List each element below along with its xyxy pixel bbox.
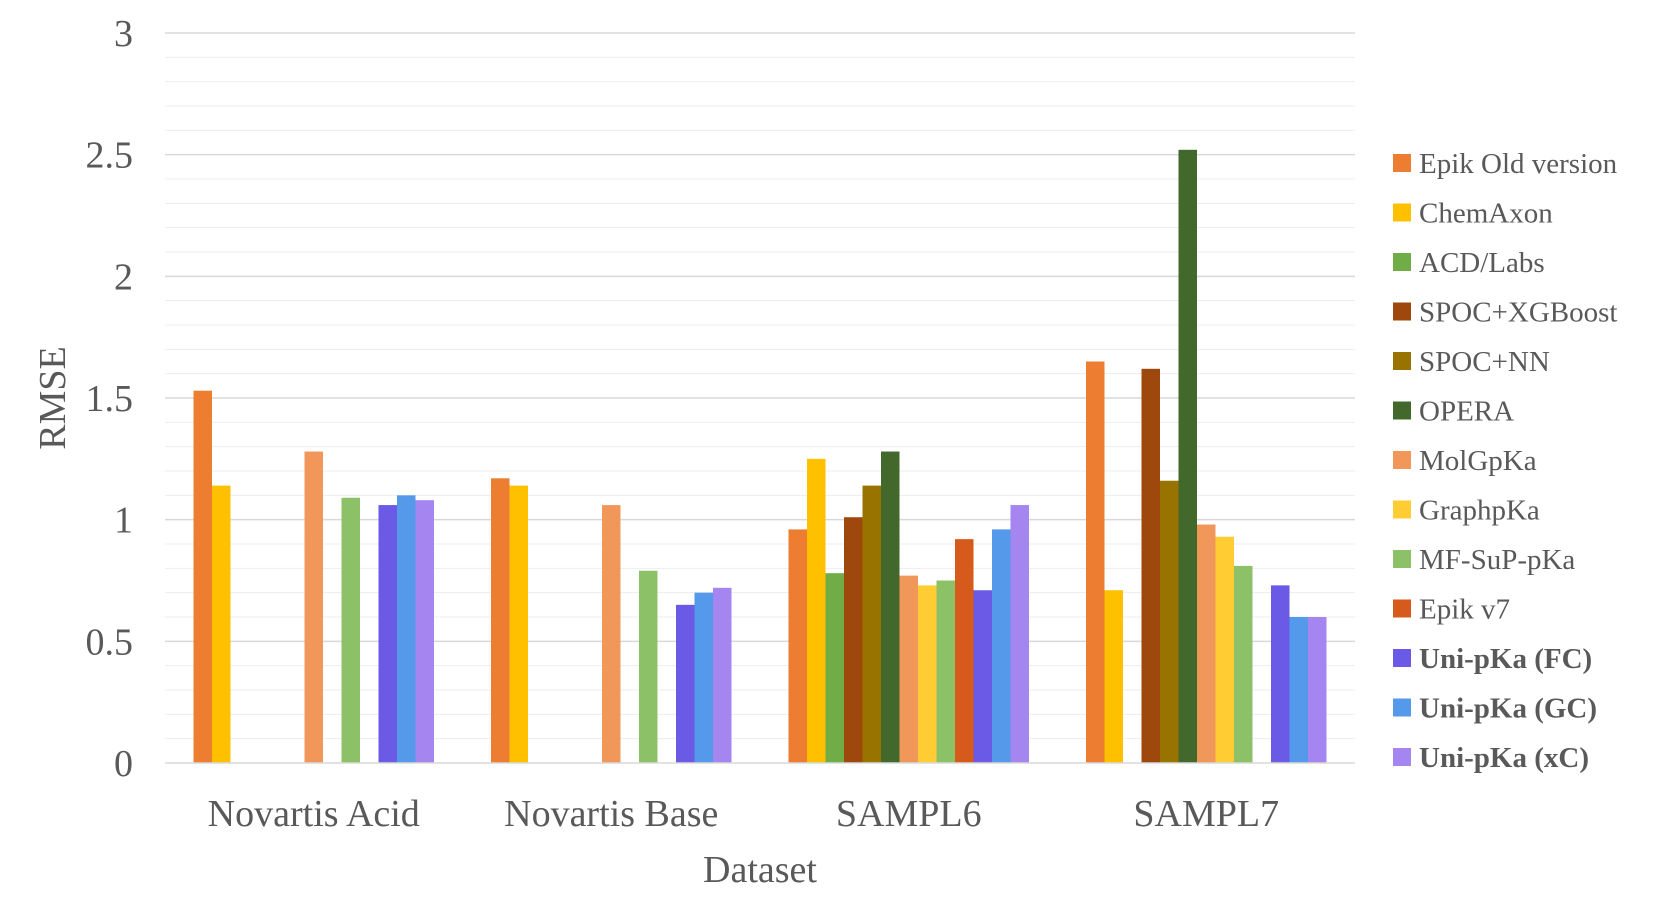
- legend-label: ACD/Labs: [1419, 247, 1545, 279]
- bar-chemaxon-0: [212, 485, 231, 763]
- bar-uni-pka-fc--0: [378, 505, 397, 763]
- legend-label: GraphpKa: [1419, 495, 1540, 527]
- x-category-label: SAMPL6: [836, 793, 982, 835]
- bar-uni-pka-gc--0: [397, 495, 416, 763]
- bar-epik-old-version-0: [193, 390, 212, 763]
- bar-mf-sup-pka-1: [639, 570, 658, 763]
- bar-epik-old-version-3: [1086, 361, 1105, 763]
- legend-swatch: [1393, 451, 1411, 469]
- legend-label: Uni-pKa (GC): [1419, 693, 1597, 725]
- legend: Epik Old version ChemAxon ACD/Labs SPOC+XGB…: [1393, 148, 1618, 774]
- legend-label: MolGpKa: [1419, 445, 1537, 477]
- y-axis-title: RMSE: [32, 346, 74, 449]
- bar-uni-pka-gc--2: [992, 529, 1011, 763]
- bar-graphpka-2: [918, 585, 937, 763]
- x-category-label: SAMPL7: [1133, 793, 1279, 835]
- bar-epik-old-version-1: [491, 478, 510, 763]
- bar-epik-old-version-2: [788, 529, 807, 763]
- x-axis-title: Dataset: [703, 849, 817, 891]
- bar-epik-v7-2: [955, 539, 974, 763]
- y-tick-label: 0.5: [86, 621, 134, 663]
- legend-swatch: [1393, 550, 1411, 568]
- legend-label: SPOC+XGBoost: [1419, 297, 1617, 329]
- y-tick-label: 1.5: [86, 378, 134, 420]
- bar-graphpka-3: [1215, 536, 1234, 763]
- y-tick-label: 1: [114, 500, 133, 542]
- legend-swatch: [1393, 698, 1411, 717]
- bar-opera-2: [881, 451, 900, 763]
- bar-uni-pka-xc--1: [713, 587, 732, 763]
- axes: 0 0.5 1 1.5 2 2.5 3 Novartis Acid Novartis Base S…: [86, 13, 1355, 835]
- bars: [193, 149, 1327, 764]
- bar-uni-pka-xc--3: [1308, 617, 1327, 763]
- bar-molgpka-3: [1197, 524, 1216, 763]
- legend-swatch: [1393, 401, 1411, 420]
- bar-chemaxon-3: [1104, 590, 1123, 763]
- bar-spoc-nn-2: [862, 485, 881, 763]
- bar-mf-sup-pka-2: [936, 580, 955, 763]
- legend-swatch: [1393, 599, 1411, 618]
- y-tick-label: 0: [114, 743, 133, 785]
- y-tick-label: 3: [114, 13, 133, 55]
- bar-chemaxon-1: [509, 485, 528, 763]
- bar-molgpka-1: [602, 505, 621, 763]
- legend-label: ChemAxon: [1419, 198, 1553, 230]
- legend-swatch: [1393, 500, 1411, 519]
- legend-swatch: [1393, 302, 1411, 321]
- bar-uni-pka-gc--1: [694, 592, 713, 763]
- bar-spoc-xgboost-2: [844, 517, 863, 763]
- legend-swatch: [1393, 748, 1411, 766]
- bar-spoc-xgboost-3: [1141, 368, 1160, 763]
- x-category-label: Novartis Base: [504, 793, 718, 835]
- y-tick-label: 2.5: [86, 135, 134, 177]
- legend-label: Uni-pKa (xC): [1419, 742, 1589, 774]
- legend-label: OPERA: [1419, 396, 1514, 428]
- legend-swatch: [1393, 203, 1411, 222]
- bar-molgpka-2: [899, 575, 918, 763]
- bar-uni-pka-gc--3: [1289, 617, 1308, 763]
- legend-label: Uni-pKa (FC): [1419, 643, 1592, 675]
- bar-spoc-nn-3: [1160, 480, 1179, 763]
- bar-uni-pka-fc--1: [676, 604, 695, 763]
- legend-label: MF-SuP-pKa: [1419, 544, 1575, 576]
- bar-chemaxon-2: [807, 458, 826, 763]
- legend-swatch: [1393, 154, 1411, 172]
- legend-label: SPOC+NN: [1419, 346, 1550, 378]
- bar-molgpka-0: [304, 451, 323, 763]
- y-tick-label: 2: [114, 256, 133, 298]
- bar-uni-pka-fc--3: [1271, 585, 1290, 763]
- legend-swatch: [1393, 649, 1411, 667]
- bar-mf-sup-pka-0: [341, 497, 360, 763]
- bar-acd-labs-2: [825, 573, 844, 763]
- legend-label: Epik Old version: [1419, 148, 1618, 180]
- bar-uni-pka-xc--0: [415, 500, 434, 763]
- legend-swatch: [1393, 352, 1411, 370]
- legend-label: Epik v7: [1419, 594, 1510, 626]
- x-category-label: Novartis Acid: [208, 793, 420, 835]
- legend-swatch: [1393, 253, 1411, 271]
- bar-mf-sup-pka-3: [1234, 565, 1253, 763]
- bar-uni-pka-fc--2: [973, 590, 992, 763]
- bar-uni-pka-xc--2: [1010, 505, 1029, 763]
- bar-opera-3: [1178, 149, 1197, 764]
